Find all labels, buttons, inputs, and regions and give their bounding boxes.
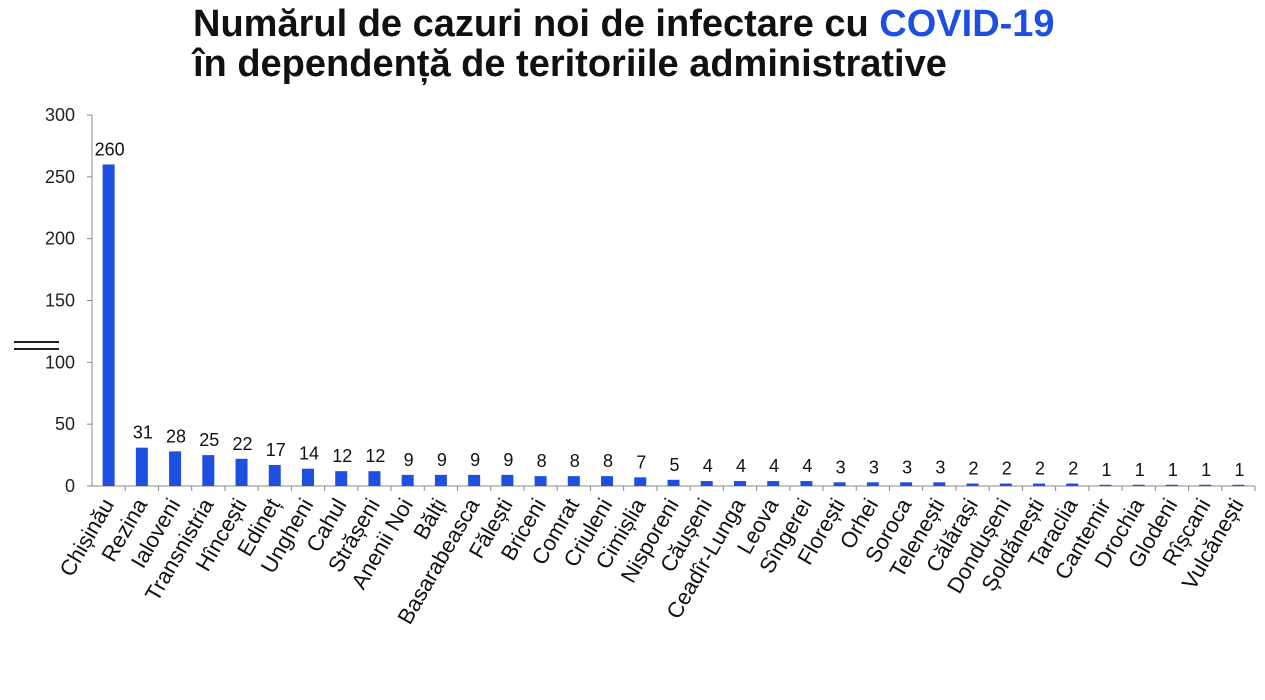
bar <box>434 474 447 486</box>
y-tick-label: 150 <box>45 291 75 311</box>
bar <box>135 447 148 486</box>
title-line-2: în dependență de teritoriile administrat… <box>193 43 947 85</box>
bar <box>567 476 580 486</box>
y-tick-label: 0 <box>65 476 75 496</box>
data-label: 31 <box>133 423 153 443</box>
bar <box>1132 484 1145 486</box>
y-tick-label: 50 <box>55 414 75 434</box>
data-label: 2 <box>969 459 979 479</box>
data-label: 3 <box>935 457 945 477</box>
x-axis <box>92 485 1256 491</box>
data-label: 9 <box>404 450 414 470</box>
data-label: 8 <box>537 451 547 471</box>
data-label: 4 <box>736 456 746 476</box>
data-label: 3 <box>869 457 879 477</box>
y-tick-label: 250 <box>45 167 75 187</box>
bar <box>733 481 746 486</box>
data-label: 14 <box>299 444 319 464</box>
y-tick-label: 200 <box>45 229 75 249</box>
data-label: 28 <box>166 426 186 446</box>
bar <box>1165 484 1178 486</box>
data-label: 3 <box>902 457 912 477</box>
title-prefix: Numărul de cazuri noi de infectare cu <box>193 3 880 45</box>
bar <box>966 483 979 486</box>
data-label: 2 <box>1035 459 1045 479</box>
bar <box>468 474 481 486</box>
bar <box>501 474 514 486</box>
bar <box>268 464 281 486</box>
data-label: 4 <box>703 456 713 476</box>
bar <box>1099 484 1112 486</box>
bar <box>999 483 1012 486</box>
data-label: 17 <box>266 440 286 460</box>
data-label: 1 <box>1168 460 1178 480</box>
data-label: 9 <box>470 450 480 470</box>
data-label: 8 <box>570 451 580 471</box>
data-label: 12 <box>365 446 385 466</box>
bar <box>800 481 813 486</box>
bar <box>368 471 381 486</box>
bar <box>301 468 314 486</box>
bar <box>1033 483 1046 486</box>
data-label: 1 <box>1135 460 1145 480</box>
bar <box>933 482 946 486</box>
bars <box>102 164 1245 486</box>
data-label: 12 <box>332 446 352 466</box>
bar <box>601 476 614 486</box>
bar <box>900 482 913 486</box>
data-label: 7 <box>636 452 646 472</box>
data-label: 9 <box>503 450 513 470</box>
data-label: 260 <box>95 139 125 159</box>
data-label: 2 <box>1002 459 1012 479</box>
bar <box>634 477 647 486</box>
bar <box>169 451 182 486</box>
bar <box>235 458 248 486</box>
bar <box>335 471 348 486</box>
data-label: 4 <box>802 456 812 476</box>
chart-title: Numărul de cazuri noi de infectare cu CO… <box>193 4 1233 84</box>
data-label: 25 <box>199 430 219 450</box>
bar <box>833 482 846 486</box>
bar <box>1232 484 1245 486</box>
y-tick-label: 300 <box>45 105 75 125</box>
bar <box>401 474 414 486</box>
data-label: 2 <box>1068 459 1078 479</box>
data-label: 1 <box>1101 460 1111 480</box>
legend-line-icon-bottom <box>14 348 59 350</box>
y-tick-label: 100 <box>45 352 75 372</box>
data-label: 9 <box>437 450 447 470</box>
bar <box>534 476 547 486</box>
data-label: 1 <box>1234 460 1244 480</box>
data-label: 3 <box>836 457 846 477</box>
bar <box>700 481 713 486</box>
data-label: 4 <box>769 456 779 476</box>
data-label: 8 <box>603 451 613 471</box>
bar <box>866 482 879 486</box>
title-line-1: Numărul de cazuri noi de infectare cu CO… <box>193 4 1233 44</box>
bar <box>1199 484 1212 486</box>
data-label: 5 <box>669 455 679 475</box>
data-label: 1 <box>1201 460 1211 480</box>
y-axis: 0 50 100 150 200 250 300 <box>45 105 93 496</box>
bar <box>1066 483 1079 486</box>
title-accent: COVID-19 <box>879 3 1055 45</box>
bar <box>667 479 680 486</box>
bar <box>767 481 780 486</box>
bar <box>202 455 215 486</box>
data-label: 22 <box>233 434 253 454</box>
bar <box>102 164 115 486</box>
legend-line-icon-top <box>14 341 59 343</box>
category-labels: ChișinăuRezinaIaloveniTransnistriaHînceș… <box>54 493 1248 628</box>
